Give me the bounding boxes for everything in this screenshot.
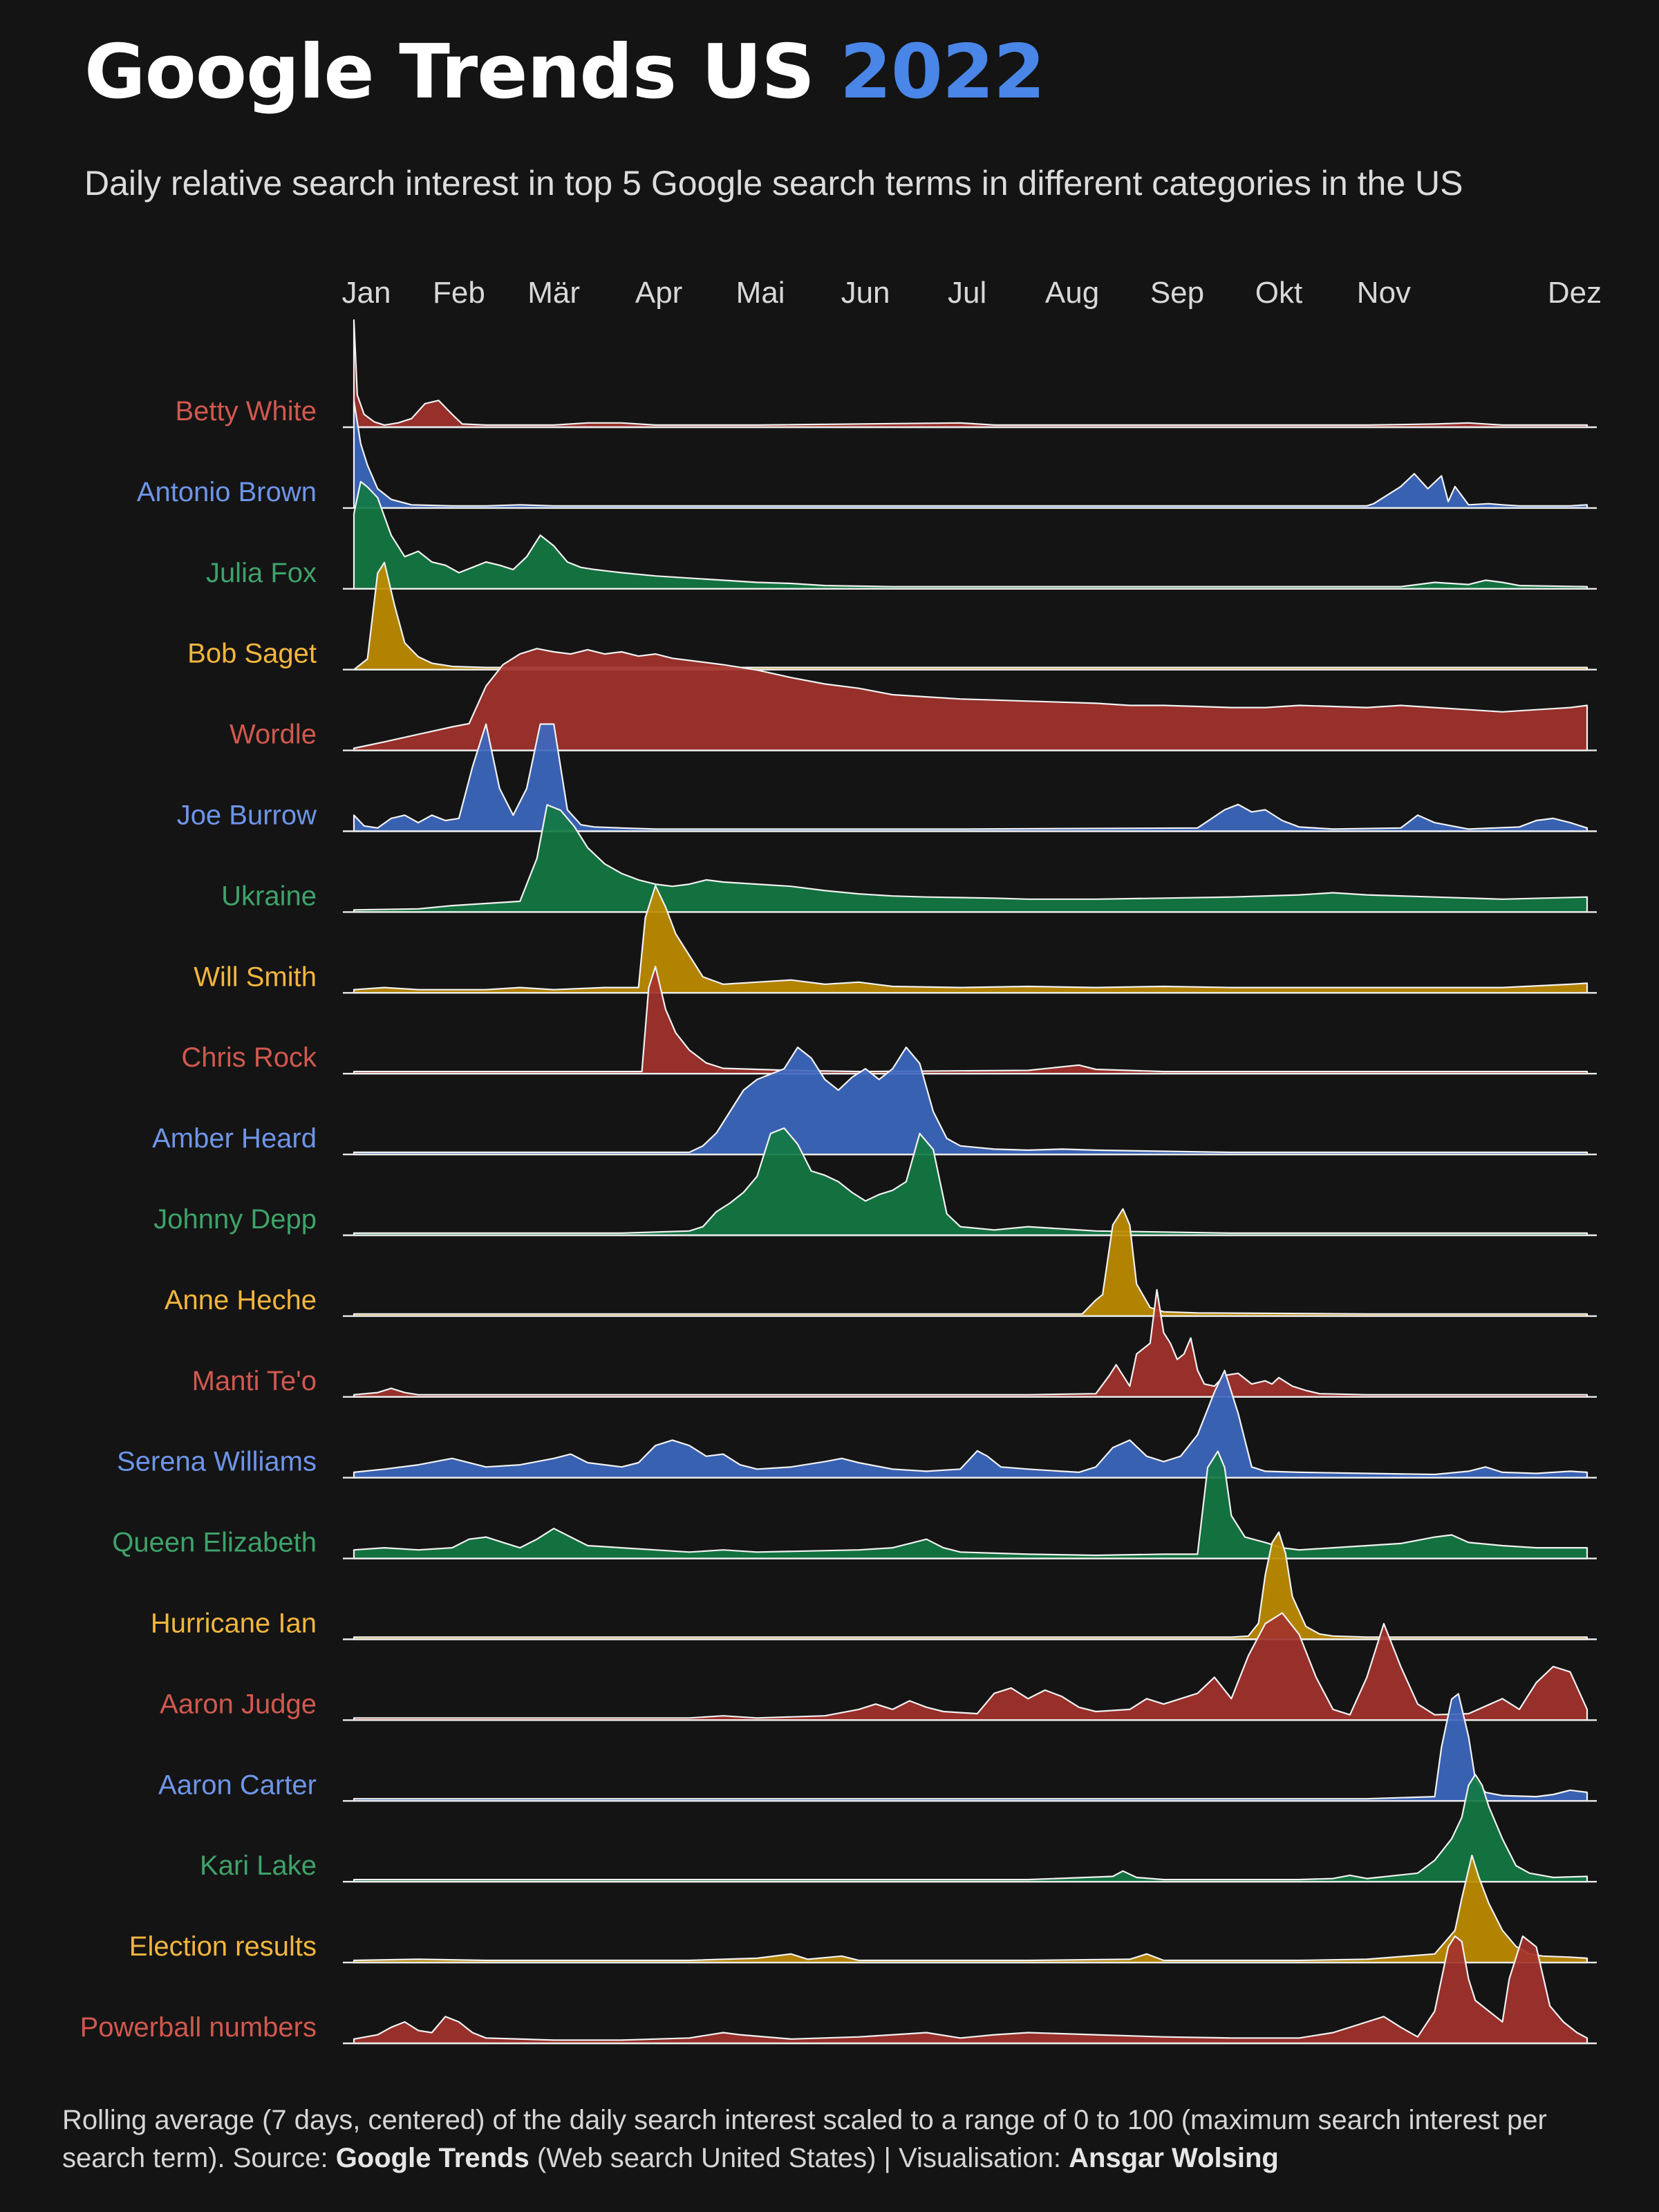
series-label-johnny-depp: Johnny Depp bbox=[153, 1204, 317, 1235]
month-label-10: Okt bbox=[1255, 276, 1302, 310]
ridge-aaron-judge bbox=[343, 1612, 1597, 1721]
ridge-area bbox=[353, 1774, 1588, 1883]
series-label-anne-heche: Anne Heche bbox=[165, 1285, 317, 1315]
ridge-area bbox=[353, 966, 1588, 1075]
caption: Rolling average (7 days, centered) of th… bbox=[62, 2101, 1611, 2177]
ridge-area bbox=[353, 885, 1588, 994]
month-label-6: Jun bbox=[841, 276, 890, 310]
ridge-area bbox=[353, 1288, 1588, 1398]
ridges bbox=[343, 319, 1597, 2045]
ridge-anne-heche bbox=[343, 1208, 1597, 1318]
ridge-area bbox=[353, 1855, 1588, 1964]
ridge-will-smith bbox=[343, 885, 1597, 994]
ridge-area bbox=[353, 1127, 1588, 1237]
ridge-area bbox=[353, 561, 1588, 671]
series-label-queen-elizabeth: Queen Elizabeth bbox=[112, 1528, 317, 1558]
series-label-betty-white: Betty White bbox=[175, 396, 317, 427]
ridge-johnny-depp bbox=[343, 1127, 1597, 1237]
month-label-5: Mai bbox=[736, 276, 785, 310]
ridge-area bbox=[353, 400, 1588, 509]
ridge-area bbox=[353, 480, 1588, 590]
ridge-chris-rock bbox=[343, 966, 1597, 1075]
ridge-area bbox=[353, 804, 1588, 913]
series-label-wordle: Wordle bbox=[229, 720, 317, 750]
ridge-manti-te-o bbox=[343, 1288, 1597, 1398]
ridge-area bbox=[353, 1935, 1588, 2045]
month-label-2: Feb bbox=[433, 276, 485, 310]
series-label-antonio-brown: Antonio Brown bbox=[137, 477, 317, 507]
ridge-kari-lake bbox=[343, 1774, 1597, 1883]
ridge-queen-elizabeth bbox=[343, 1450, 1597, 1559]
series-label-chris-rock: Chris Rock bbox=[181, 1042, 317, 1073]
chart-title: Google Trends US 2022 bbox=[84, 28, 1046, 118]
ridge-amber-heard bbox=[343, 1047, 1597, 1156]
title-year: 2022 bbox=[839, 29, 1046, 115]
ridge-area bbox=[353, 1531, 1588, 1640]
caption-text-2: (Web search United States) | Visualisati… bbox=[529, 2143, 1069, 2174]
ridge-area bbox=[353, 1208, 1588, 1317]
series-label-ukraine: Ukraine bbox=[221, 881, 317, 911]
ridge-julia-fox bbox=[343, 480, 1597, 590]
series-label-manti-te-o: Manti Te'o bbox=[192, 1366, 317, 1396]
series-label-will-smith: Will Smith bbox=[194, 962, 317, 992]
series-label-julia-fox: Julia Fox bbox=[206, 558, 317, 588]
month-label-4: Apr bbox=[635, 276, 682, 310]
ridge-ukraine bbox=[343, 804, 1597, 913]
chart-subtitle: Daily relative search interest in top 5 … bbox=[84, 164, 1463, 203]
ridge-area bbox=[353, 1693, 1588, 1802]
series-labels: Betty White Antonio Brown Julia Fox Bob Sag… bbox=[80, 396, 317, 2043]
ridge-wordle bbox=[343, 648, 1597, 751]
ridge-aaron-carter bbox=[343, 1693, 1597, 1802]
ridge-area bbox=[353, 648, 1588, 751]
ridge-betty-white bbox=[343, 319, 1597, 429]
series-label-kari-lake: Kari Lake bbox=[200, 1850, 317, 1881]
caption-text-1: Rolling average (7 days, centered) of th… bbox=[62, 2105, 1547, 2174]
series-label-powerball-numbers: Powerball numbers bbox=[80, 2012, 317, 2043]
month-label-8: Aug bbox=[1045, 276, 1099, 310]
ridge-antonio-brown bbox=[343, 400, 1597, 509]
ridge-area bbox=[353, 723, 1588, 832]
month-label-12: Dez bbox=[1548, 276, 1602, 310]
ridge-election-results bbox=[343, 1855, 1597, 1964]
series-label-aaron-judge: Aaron Judge bbox=[160, 1689, 317, 1719]
month-label-9: Sep bbox=[1150, 276, 1204, 310]
series-label-hurricane-ian: Hurricane Ian bbox=[151, 1609, 317, 1639]
series-label-bob-saget: Bob Saget bbox=[187, 639, 317, 669]
ridge-area bbox=[353, 1369, 1588, 1479]
ridge-serena-williams bbox=[343, 1369, 1597, 1479]
month-label-7: Jul bbox=[948, 276, 986, 310]
caption-author: Ansgar Wolsing bbox=[1069, 2143, 1279, 2174]
caption-source: Google Trends bbox=[335, 2143, 529, 2174]
month-label-3: Mär bbox=[527, 276, 580, 310]
ridge-area bbox=[353, 319, 1588, 429]
month-label-11: Nov bbox=[1357, 276, 1411, 310]
series-label-joe-burrow: Joe Burrow bbox=[177, 800, 317, 831]
month-axis: Jan Feb Mär Apr Mai Jun Jul Aug Sep Okt Nov Dez bbox=[342, 276, 1602, 310]
series-label-serena-williams: Serena Williams bbox=[117, 1447, 317, 1477]
ridge-powerball-numbers bbox=[343, 1935, 1597, 2045]
ridge-area bbox=[353, 1612, 1588, 1721]
series-label-aaron-carter: Aaron Carter bbox=[158, 1770, 317, 1800]
series-label-election-results: Election results bbox=[129, 1931, 317, 1962]
series-label-amber-heard: Amber Heard bbox=[152, 1123, 317, 1154]
month-label-1: Jan bbox=[342, 276, 391, 310]
ridge-area bbox=[353, 1047, 1588, 1156]
title-main: Google Trends US bbox=[84, 29, 815, 115]
ridge-area bbox=[353, 1450, 1588, 1559]
